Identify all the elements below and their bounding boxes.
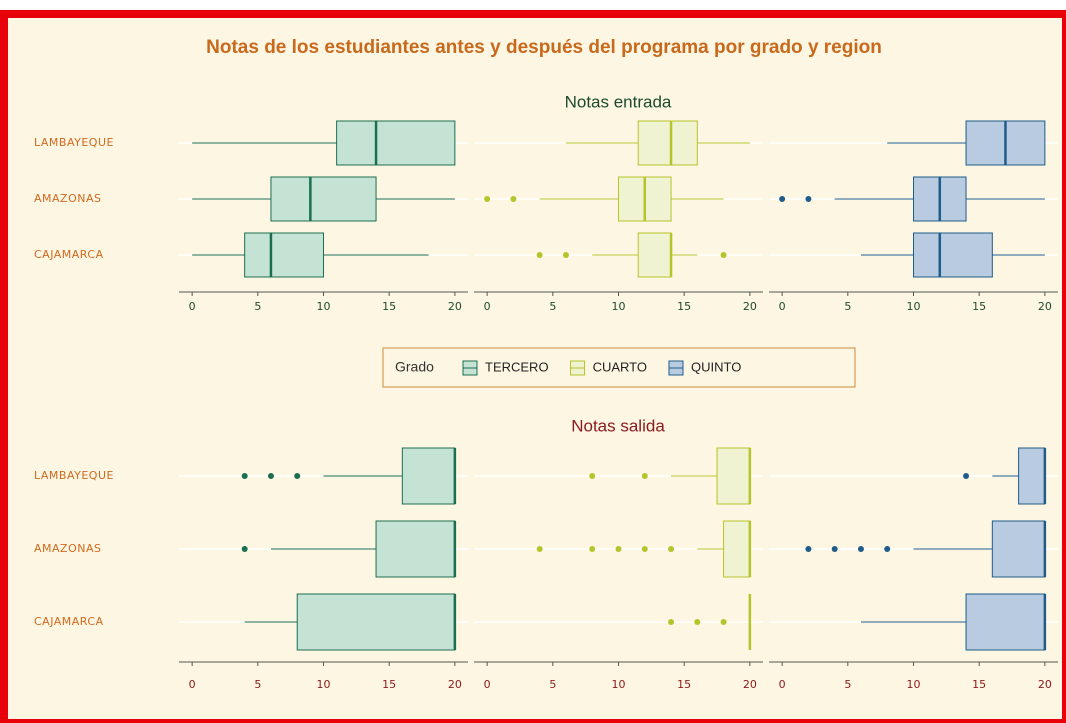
outlier — [884, 546, 891, 552]
outlier — [241, 546, 248, 552]
box — [244, 232, 325, 278]
y-tick-label: CAJAMARCA — [34, 615, 104, 628]
outlier — [589, 473, 596, 479]
box — [637, 232, 672, 278]
outlier — [484, 196, 491, 202]
x-tick-label: 15 — [972, 678, 986, 691]
outlier — [536, 546, 543, 552]
x-tick-label: 20 — [448, 678, 462, 691]
outlier — [779, 196, 786, 202]
legend-box — [382, 347, 856, 388]
outlier — [668, 619, 675, 625]
legend-label: CUARTO — [593, 359, 647, 374]
legend-title: Grado — [395, 359, 434, 375]
x-tick-label: 20 — [1038, 300, 1052, 313]
outlier — [720, 619, 727, 625]
x-tick-label: 15 — [972, 300, 986, 313]
x-tick-label: 5 — [549, 678, 556, 691]
x-tick-label: 5 — [844, 678, 851, 691]
outlier — [857, 546, 864, 552]
outlier — [963, 473, 970, 479]
outlier — [510, 196, 517, 202]
box — [336, 120, 456, 166]
x-tick-label: 20 — [448, 300, 462, 313]
box — [270, 176, 377, 222]
x-tick-label: 10 — [907, 678, 921, 691]
x-tick-label: 5 — [549, 300, 556, 313]
box — [991, 520, 1046, 578]
y-tick-label: LAMBAYEQUE — [34, 136, 114, 149]
legend-label: QUINTO — [691, 359, 741, 374]
x-tick-label: 0 — [779, 678, 786, 691]
x-tick-label: 5 — [254, 300, 261, 313]
x-tick-label: 0 — [484, 300, 491, 313]
outlier — [267, 473, 274, 479]
box — [375, 520, 456, 578]
x-tick-label: 15 — [382, 300, 396, 313]
x-tick-label: 20 — [1038, 678, 1052, 691]
chart-title: Notas de los estudiantes antes y después… — [206, 37, 882, 58]
y-tick-label: CAJAMARCA — [34, 248, 104, 261]
box — [401, 447, 456, 505]
y-tick-label: LAMBAYEQUE — [34, 469, 114, 482]
outlier — [562, 252, 569, 258]
box — [296, 593, 456, 651]
panel-title: Notas salida — [571, 416, 665, 435]
box — [1018, 447, 1046, 505]
y-tick-label: AMAZONAS — [34, 542, 101, 555]
x-tick-label: 10 — [907, 300, 921, 313]
x-tick-label: 15 — [382, 678, 396, 691]
outlier — [805, 546, 812, 552]
x-tick-label: 5 — [254, 678, 261, 691]
x-tick-label: 10 — [317, 300, 331, 313]
x-tick-label: 0 — [189, 300, 196, 313]
x-tick-label: 15 — [677, 678, 691, 691]
outlier — [641, 546, 648, 552]
y-tick-label: AMAZONAS — [34, 192, 101, 205]
x-tick-label: 10 — [612, 678, 626, 691]
outlier — [805, 196, 812, 202]
outlier — [641, 473, 648, 479]
outlier — [589, 546, 596, 552]
x-tick-label: 10 — [612, 300, 626, 313]
x-tick-label: 0 — [779, 300, 786, 313]
outlier — [831, 546, 838, 552]
x-tick-label: 20 — [743, 678, 757, 691]
legend-label: TERCERO — [485, 359, 549, 374]
box — [637, 120, 698, 166]
panel-title: Notas entrada — [565, 92, 672, 111]
outlier — [294, 473, 301, 479]
outlier — [668, 546, 675, 552]
box — [913, 232, 993, 278]
box — [723, 520, 751, 578]
x-tick-label: 15 — [677, 300, 691, 313]
box — [965, 593, 1046, 651]
outlier — [694, 619, 701, 625]
x-tick-label: 5 — [844, 300, 851, 313]
outlier — [615, 546, 622, 552]
box — [716, 447, 751, 505]
x-tick-label: 0 — [189, 678, 196, 691]
x-tick-label: 10 — [317, 678, 331, 691]
outlier — [536, 252, 543, 258]
outlier — [720, 252, 727, 258]
outlier — [241, 473, 248, 479]
x-tick-label: 0 — [484, 678, 491, 691]
x-tick-label: 20 — [743, 300, 757, 313]
